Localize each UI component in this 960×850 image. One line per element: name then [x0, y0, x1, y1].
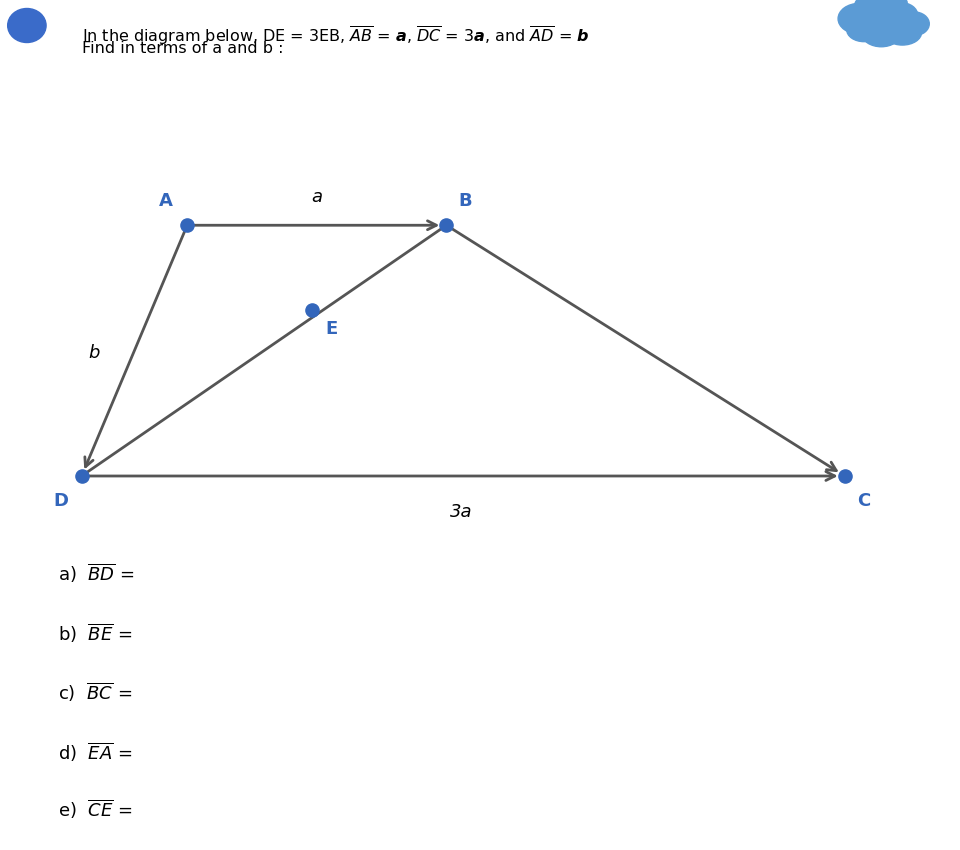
Text: C: C	[857, 492, 871, 511]
Text: B: B	[459, 192, 472, 211]
Ellipse shape	[862, 0, 900, 27]
Ellipse shape	[888, 0, 907, 12]
Circle shape	[8, 8, 46, 42]
Text: A: A	[159, 192, 173, 211]
Ellipse shape	[854, 0, 874, 14]
Text: c)  $\overline{BC}$ =: c) $\overline{BC}$ =	[58, 681, 132, 705]
Ellipse shape	[899, 12, 929, 36]
Text: e)  $\overline{CE}$ =: e) $\overline{CE}$ =	[58, 797, 132, 821]
Ellipse shape	[847, 18, 881, 42]
Ellipse shape	[862, 21, 900, 47]
Text: a)  $\overline{BD}$ =: a) $\overline{BD}$ =	[58, 562, 134, 586]
Text: b)  $\overline{BE}$ =: b) $\overline{BE}$ =	[58, 621, 132, 645]
Text: In the diagram below, DE = 3EB, $\overline{AB}$ = $\boldsymbol{a}$, $\overline{D: In the diagram below, DE = 3EB, $\overli…	[82, 24, 589, 47]
Point	[304, 303, 320, 317]
Ellipse shape	[883, 20, 922, 45]
Point	[837, 469, 852, 483]
Ellipse shape	[838, 3, 880, 34]
Text: b: b	[88, 343, 100, 362]
Point	[180, 218, 195, 232]
Text: E: E	[325, 320, 337, 338]
Text: d)  $\overline{EA}$ =: d) $\overline{EA}$ =	[58, 740, 132, 764]
Text: D: D	[53, 492, 68, 511]
Text: Find in terms of a and b :: Find in terms of a and b :	[82, 41, 283, 56]
Text: a: a	[311, 188, 323, 207]
Point	[439, 218, 454, 232]
Ellipse shape	[883, 3, 918, 28]
Text: 3a: 3a	[449, 502, 472, 521]
Point	[74, 469, 89, 483]
